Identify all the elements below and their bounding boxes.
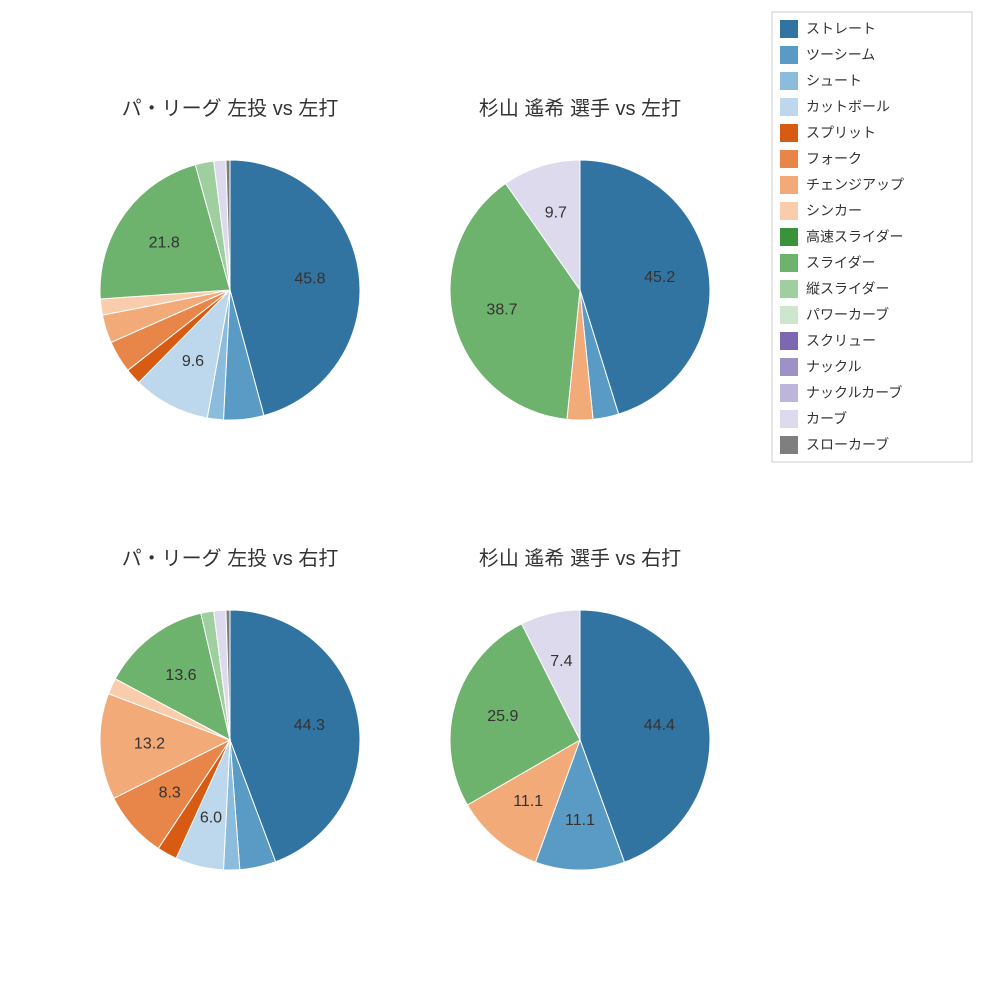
legend-label-slider: スライダー (806, 255, 875, 271)
pie-slice-label: 44.4 (644, 717, 675, 734)
pie-slice-label: 9.6 (182, 353, 204, 370)
legend-swatch-vslider (780, 280, 798, 298)
chart-title: 杉山 遙希 選手 vs 右打 (479, 547, 681, 570)
chart-title: パ・リーグ 左投 vs 右打 (122, 547, 339, 570)
pie-chart-sugiyama_vs_rhb: 杉山 遙希 選手 vs 右打 44.4 11.1 11.1 25.9 7.4 (450, 547, 710, 870)
pie-slice-label: 44.3 (294, 717, 325, 734)
legend-swatch-slow_curve (780, 436, 798, 454)
pie-chart-sugiyama_vs_lhb: 杉山 遙希 選手 vs 左打 45.2 38.7 9.7 (450, 97, 710, 420)
pie-slice-label: 9.7 (545, 204, 567, 221)
legend-label-knuckle: ナックル (806, 359, 862, 375)
pie-grid: パ・リーグ 左投 vs 左打 45.8 9.6 21.8 杉山 遙希 選手 vs 左打 4… (0, 0, 1000, 1000)
legend-label-curve: カーブ (806, 411, 847, 427)
legend-label-sinker: シンカー (806, 203, 862, 219)
legend-swatch-knuckle_curve (780, 384, 798, 402)
pie-slice-label: 38.7 (486, 302, 517, 319)
chart-title: 杉山 遙希 選手 vs 左打 (479, 97, 681, 120)
legend-swatch-straight (780, 20, 798, 38)
legend-swatch-sinker (780, 202, 798, 220)
legend-label-fork: フォーク (806, 151, 862, 167)
pie-slice-label: 13.6 (165, 667, 196, 684)
pie-slice-label: 8.3 (159, 785, 181, 802)
legend-label-power_curve: パワーカーブ (806, 307, 889, 323)
pie-slice-label: 25.9 (487, 708, 518, 725)
legend-swatch-two_seam (780, 46, 798, 64)
legend-label-knuckle_curve: ナックルカーブ (806, 385, 902, 401)
legend-swatch-cutball (780, 98, 798, 116)
legend-label-slow_curve: スローカーブ (806, 437, 889, 453)
legend-label-screw: スクリュー (806, 333, 876, 349)
legend-swatch-power_curve (780, 306, 798, 324)
legend-label-cutball: カットボール (806, 99, 890, 115)
pie-slice-label: 13.2 (134, 735, 165, 752)
legend-swatch-knuckle (780, 358, 798, 376)
legend-swatch-changeup (780, 176, 798, 194)
pie-slice-label: 7.4 (550, 653, 572, 670)
legend-swatch-curve (780, 410, 798, 428)
chart-title: パ・リーグ 左投 vs 左打 (122, 97, 339, 120)
legend-label-two_seam: ツーシーム (806, 47, 875, 63)
legend-swatch-fork (780, 150, 798, 168)
legend-swatch-split (780, 124, 798, 142)
legend-label-split: スプリット (806, 125, 876, 141)
legend-label-changeup: チェンジアップ (806, 177, 904, 193)
legend-label-shoot: シュート (806, 73, 862, 89)
legend-label-straight: ストレート (806, 21, 876, 37)
pie-slice-label: 21.8 (149, 235, 180, 252)
pie-slice-label: 11.1 (513, 793, 543, 810)
legend-swatch-screw (780, 332, 798, 350)
pie-slice-label: 6.0 (200, 810, 222, 827)
legend-label-vslider: 縦スライダー (806, 281, 889, 297)
pie-slice-label: 45.8 (294, 271, 325, 288)
pie-slice-label: 11.1 (565, 812, 595, 829)
pie-slice-label: 45.2 (644, 269, 675, 286)
legend-swatch-fast_slider (780, 228, 798, 246)
legend-swatch-slider (780, 254, 798, 272)
legend: ストレートツーシームシュートカットボールスプリットフォークチェンジアップシンカー… (772, 12, 972, 462)
legend-label-fast_slider: 高速スライダー (806, 229, 903, 245)
pie-chart-pl_lhp_vs_lhb: パ・リーグ 左投 vs 左打 45.8 9.6 21.8 (100, 97, 360, 420)
legend-swatch-shoot (780, 72, 798, 90)
pie-chart-pl_lhp_vs_rhb: パ・リーグ 左投 vs 右打 44.3 6.0 8.3 13.2 13.6 (100, 547, 360, 870)
